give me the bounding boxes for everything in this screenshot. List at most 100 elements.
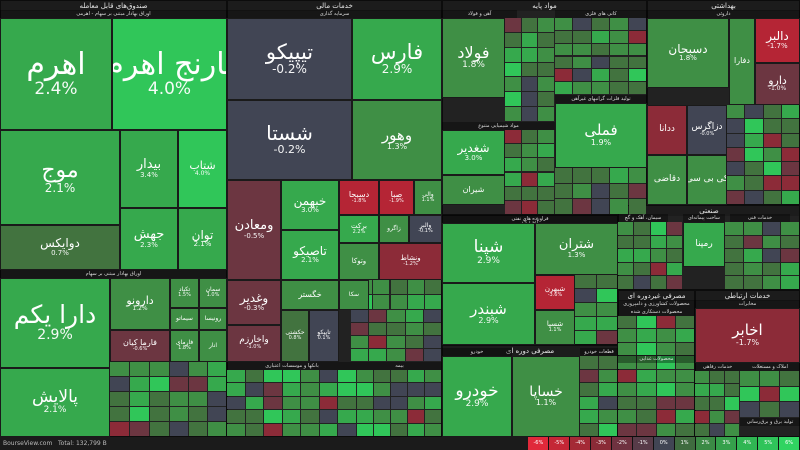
stock-tile[interactable]: شتران 1.3% [535,223,618,275]
filler-stock-tile[interactable] [301,423,319,436]
filler-stock-tile[interactable] [725,384,739,397]
stock-tile[interactable]: تیپیکو -0.2% [227,18,352,100]
filler-stock-tile[interactable] [666,235,682,249]
filler-stock-tile[interactable] [425,396,441,410]
filler-stock-tile[interactable] [743,276,762,289]
filler-stock-tile[interactable] [408,396,424,410]
filler-stock-tile[interactable] [725,371,739,384]
filler-stock-tile[interactable] [762,276,781,289]
filler-stock-tile[interactable] [656,369,675,383]
filler-stock-tile[interactable] [351,349,369,361]
filler-stock-tile[interactable] [538,32,554,47]
filler-stock-tile[interactable] [170,362,188,376]
filler-stock-tile[interactable] [628,30,646,43]
filler-stock-tile[interactable] [264,396,282,410]
filler-stock-tile[interactable] [387,349,405,361]
filler-stock-tile[interactable] [245,423,264,436]
stock-tile[interactable]: بیدار 3.4% [120,130,178,208]
filler-stock-tile[interactable] [245,370,264,383]
stock-tile[interactable]: ونشاط -1.2% [379,243,442,280]
stock-tile[interactable]: فارس 2.9% [352,18,442,100]
filler-stock-tile[interactable] [538,172,554,186]
filler-stock-tile[interactable] [189,377,207,391]
filler-stock-tile[interactable] [656,423,675,436]
filler-stock-tile[interactable] [245,410,264,423]
filler-stock-tile[interactable] [374,370,390,383]
filler-stock-tile[interactable] [538,92,554,107]
filler-stock-tile[interactable] [781,147,799,162]
filler-stock-tile[interactable] [521,158,538,172]
filler-stock-tile[interactable] [763,162,781,176]
filler-stock-tile[interactable] [555,30,573,43]
filler-stock-tile[interactable] [319,383,338,396]
filler-stock-tile[interactable] [727,162,745,176]
filler-stock-tile[interactable] [580,396,598,409]
filler-stock-tile[interactable] [405,336,423,348]
filler-stock-tile[interactable] [656,356,675,369]
filler-stock-tile[interactable] [505,18,521,32]
filler-stock-tile[interactable] [130,407,149,421]
filler-stock-tile[interactable] [580,410,598,423]
stock-tile[interactable]: تاصیکو 2.1% [281,230,339,280]
stock-tile[interactable]: دقاضی [647,155,687,205]
filler-stock-tile[interactable] [282,396,301,410]
filler-stock-tile[interactable] [357,370,373,383]
filler-stock-tile[interactable] [763,190,781,204]
filler-stock-tile[interactable] [656,383,675,396]
filler-stock-tile[interactable] [405,323,423,335]
filler-stock-tile[interactable] [521,107,538,121]
filler-stock-tile[interactable] [591,56,610,69]
filler-stock-tile[interactable] [505,92,521,107]
filler-stock-tile[interactable] [555,43,573,56]
filler-stock-tile[interactable] [264,410,282,423]
filler-stock-tile[interactable] [573,30,591,43]
filler-stock-tile[interactable] [760,386,779,402]
filler-stock-tile[interactable] [227,410,245,423]
filler-stock-tile[interactable] [628,199,646,214]
filler-stock-tile[interactable] [369,349,387,361]
filler-stock-tile[interactable] [521,32,538,47]
filler-stock-tile[interactable] [618,222,634,235]
filler-stock-tile[interactable] [637,410,656,423]
stock-tile[interactable]: رونیسا [199,308,227,330]
filler-stock-tile[interactable] [521,18,538,32]
filler-stock-tile[interactable] [745,147,763,162]
filler-stock-tile[interactable] [763,176,781,190]
filler-stock-tile[interactable] [763,147,781,162]
filler-stock-tile[interactable] [319,396,338,410]
filler-stock-tile[interactable] [521,200,538,214]
filler-stock-tile[interactable] [762,235,781,249]
filler-stock-tile[interactable] [245,383,264,396]
filler-stock-tile[interactable] [780,386,799,402]
filler-stock-tile[interactable] [745,133,763,147]
stock-tile[interactable]: دالبر -1.7% [755,18,800,63]
filler-stock-tile[interactable] [505,158,521,172]
filler-stock-tile[interactable] [407,280,424,294]
filler-stock-tile[interactable] [573,43,591,56]
filler-stock-tile[interactable] [727,176,745,190]
filler-stock-tile[interactable] [505,47,521,62]
stock-tile[interactable]: پالایش 2.1% [0,368,110,437]
filler-stock-tile[interactable] [780,371,799,386]
filler-stock-tile[interactable] [538,18,554,32]
stock-tile[interactable]: تاپیکو 0.1% [309,310,339,362]
filler-stock-tile[interactable] [760,371,779,386]
filler-stock-tile[interactable] [781,235,799,249]
stock-tile[interactable]: فولاد 1.8% [442,18,505,98]
filler-stock-tile[interactable] [596,331,617,344]
filler-stock-tile[interactable] [675,356,694,369]
filler-stock-tile[interactable] [130,392,149,406]
filler-stock-tile[interactable] [264,370,282,383]
filler-stock-tile[interactable] [725,423,739,436]
filler-stock-tile[interactable] [338,423,356,436]
stock-tile[interactable]: خگستر [281,280,339,310]
filler-stock-tile[interactable] [618,423,637,436]
filler-stock-tile[interactable] [538,186,554,200]
filler-stock-tile[interactable] [596,303,617,316]
filler-stock-tile[interactable] [208,377,226,391]
filler-stock-tile[interactable] [591,43,610,56]
filler-stock-tile[interactable] [745,119,763,133]
filler-stock-tile[interactable] [637,369,656,383]
filler-stock-tile[interactable] [628,168,646,183]
stock-tile[interactable]: اخابر -1.7% [695,308,800,363]
